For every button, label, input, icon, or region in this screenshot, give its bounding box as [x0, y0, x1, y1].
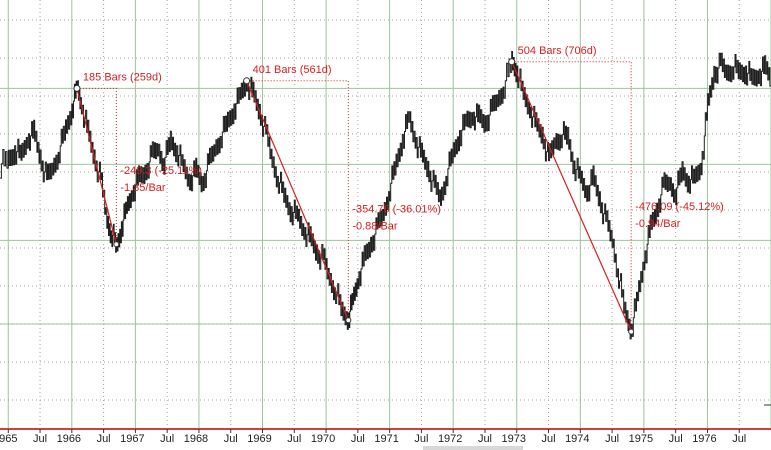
price-series [0, 51, 771, 340]
annotation-end-handle-2 [628, 328, 635, 335]
annotation-start-handle-0 [73, 84, 81, 92]
x-tick-label: Jul [224, 433, 238, 445]
x-tick-label: 1976 [692, 433, 716, 445]
x-tick-label: Jul [478, 433, 492, 445]
x-tick-label: 1969 [247, 433, 271, 445]
x-tick-label: Jul [97, 433, 111, 445]
horizontal-scrollbar[interactable] [423, 446, 523, 450]
x-tick-label: 1966 [57, 433, 81, 445]
x-tick-label: Jul [605, 433, 619, 445]
annotation-trendline-1 [246, 80, 349, 321]
x-tick-label: Jul [669, 433, 683, 445]
price-line-0 [0, 51, 771, 340]
x-tick-label: 1975 [629, 433, 653, 445]
annotation-change-label-2: -476.09 (-45.12%) [635, 201, 724, 213]
annotation-start-handle-2 [508, 58, 516, 66]
x-tick-label: 1970 [311, 433, 335, 445]
annotation-change-label-1: -354.76 (-36.01%) [352, 203, 441, 215]
annotation-bars-label-1: 401 Bars (561d) [253, 64, 332, 76]
x-tick-label: 1965 [0, 433, 18, 445]
annotation-rate-label-2: -0.94/Bar [635, 218, 681, 230]
annotation-trendline-2 [511, 61, 632, 332]
x-tick-label: Jul [160, 433, 174, 445]
x-tick-label: Jul [732, 433, 746, 445]
annotation-bars-label-2: 504 Bars (706d) [518, 45, 597, 57]
annotation-box-2 [511, 61, 632, 332]
annotation-end-handle-1 [345, 317, 352, 324]
x-tick-label: 1967 [120, 433, 144, 445]
annotation-end-handle-0 [113, 241, 120, 248]
annotation-bars-label-0: 185 Bars (259d) [83, 71, 162, 83]
x-tick-label: Jul [351, 433, 365, 445]
annotation-box-0 [76, 87, 117, 245]
annotation-rate-label-1: -0.88/Bar [352, 220, 398, 232]
x-tick-label: Jul [542, 433, 556, 445]
annotation-trendline-0 [76, 88, 117, 245]
annotation-change-label-0: -249.3 (-25.11%) [120, 165, 202, 177]
x-tick-label: 1968 [184, 433, 208, 445]
x-tick-label: 1972 [438, 433, 462, 445]
x-axis-tick-labels: 1965 Jul 1966 Jul 1967 Jul 1968 Jul 1969 Jul 1970 J… [0, 429, 746, 445]
x-tick-label: 1973 [502, 433, 526, 445]
x-tick-label: 1971 [374, 433, 398, 445]
annotation-box-1 [246, 80, 349, 321]
x-tick-label: 1974 [565, 433, 589, 445]
annotation-start-handle-1 [243, 77, 251, 85]
x-tick-label: Jul [414, 433, 428, 445]
x-tick-label: Jul [287, 433, 301, 445]
measurement-annotations[interactable]: 185 Bars (259d) -249.3 (-25.11%) -1.35/Bar… [73, 45, 724, 335]
annotation-rate-label-0: -1.35/Bar [120, 182, 166, 194]
x-tick-label: Jul [33, 433, 47, 445]
